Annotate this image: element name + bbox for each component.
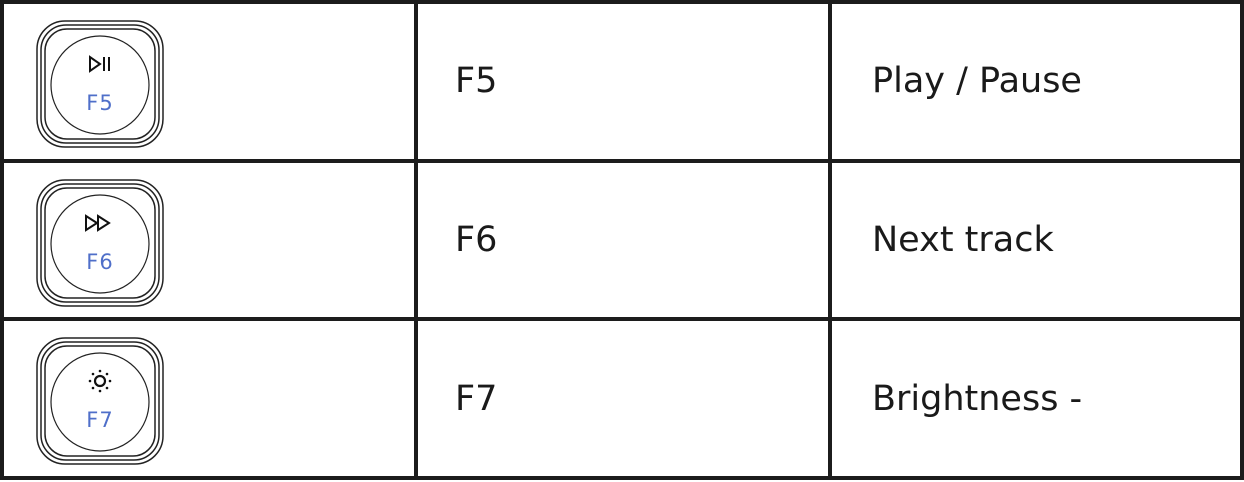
- fast-forward-icon: [85, 213, 111, 232]
- keycap-image: [36, 337, 164, 466]
- key-label: F7: [86, 408, 114, 433]
- key-cell: F6: [414, 158, 832, 322]
- key-label: F6: [86, 249, 114, 274]
- play-pause-icon: [89, 55, 110, 73]
- keycap-image: [36, 178, 164, 307]
- key-image-cell: F7: [0, 317, 418, 480]
- table-row: F7 F7 Brightness -: [0, 317, 1244, 480]
- brightness-down-icon: [88, 370, 112, 393]
- function-cell: Brightness -: [828, 317, 1244, 480]
- function-cell: Next track: [828, 158, 1244, 322]
- key-image-cell: F5: [0, 0, 418, 163]
- key-cell: F7: [414, 317, 832, 480]
- function-cell: Play / Pause: [828, 0, 1244, 163]
- key-image-cell: F6: [0, 158, 418, 322]
- keycap-image: [36, 20, 164, 148]
- key-cell: F5: [414, 0, 832, 163]
- key-label: F5: [86, 91, 114, 115]
- table-row: F6 F6 Next track: [0, 158, 1244, 322]
- table-row: F5 F5 Play / Pause: [0, 0, 1244, 163]
